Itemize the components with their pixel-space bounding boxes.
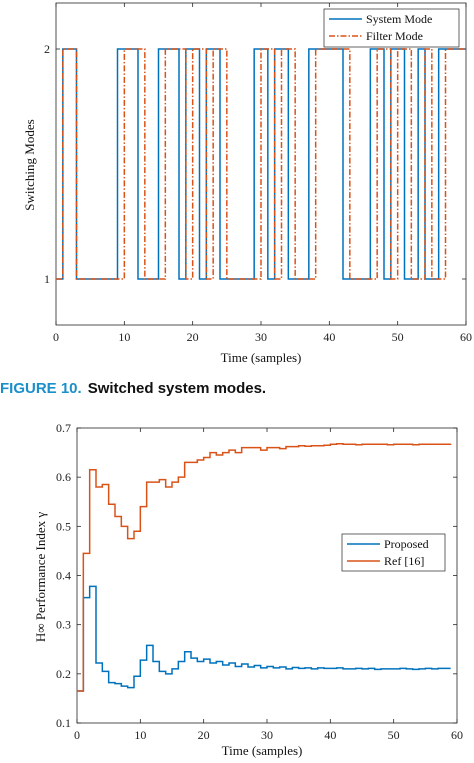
chart2-y-tick-label: 0.7	[56, 421, 71, 435]
figure-caption: FIGURE 10. Switched system modes.	[0, 380, 474, 404]
chart1-series-2-line	[56, 48, 466, 280]
chart1-legend-label-1: System Mode	[366, 12, 432, 26]
chart2-x-tick-label: 60	[451, 728, 463, 742]
chart1-x-tick-label: 10	[118, 330, 130, 344]
chart1-x-axis-label: Time (samples)	[221, 350, 302, 365]
chart1-y-tick-label: 2	[44, 42, 50, 56]
chart1-legend-label-2: Filter Mode	[366, 29, 423, 43]
chart2-legend-label-1: Proposed	[384, 537, 429, 551]
chart2-y-tick-label: 0.2	[56, 667, 71, 681]
chart2-x-tick-label: 0	[74, 728, 80, 742]
chart1-y-tick-label: 1	[44, 272, 50, 286]
chart2-x-tick-label: 20	[198, 728, 210, 742]
chart1-x-tick-label: 30	[255, 330, 267, 344]
chart2-series-2-line	[77, 442, 452, 692]
chart1-legend-box	[323, 8, 460, 48]
chart1-x-tick-label: 0	[53, 330, 59, 344]
performance-index-chart: H∞ Performance Index γ Time (samples) 0 1…	[33, 421, 463, 758]
chart2-legend-label-2: Ref [16]	[384, 554, 424, 568]
chart1-y-axis-label: Switching Modes	[22, 119, 37, 210]
chart2-y-tick-label: 0.5	[56, 519, 71, 533]
figure-caption-label: FIGURE 10.	[0, 380, 82, 397]
switching-modes-chart: Switching Modes Time (samples) 0 10 20 30 40…	[22, 2, 472, 365]
figure-caption-text: Switched system modes.	[87, 380, 267, 397]
chart2-y-axis-label: H∞ Performance Index γ	[33, 512, 48, 642]
chart1-x-tick-label: 40	[323, 330, 335, 344]
chart1-x-tick-label: 60	[460, 330, 472, 344]
chart2-x-axis-label: Time (samples)	[222, 743, 303, 758]
chart2-x-tick-label: 50	[388, 728, 400, 742]
chart2-x-tick-label: 10	[134, 728, 146, 742]
chart2-legend-box	[341, 533, 446, 572]
chart2-y-tick-label: 0.6	[56, 470, 71, 484]
chart2-y-tick-label: 0.1	[56, 716, 71, 730]
chart2-y-tick-label: 0.4	[56, 569, 71, 583]
chart2-x-tick-label: 40	[324, 728, 336, 742]
chart1-x-tick-label: 20	[187, 330, 199, 344]
chart1-x-tick-label: 50	[392, 330, 404, 344]
chart2-y-tick-label: 0.3	[56, 618, 71, 632]
chart2-series-1-line	[77, 585, 451, 692]
chart2-x-tick-label: 30	[261, 728, 273, 742]
